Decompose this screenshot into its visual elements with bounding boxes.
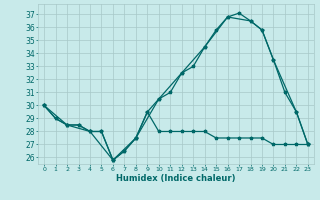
X-axis label: Humidex (Indice chaleur): Humidex (Indice chaleur) — [116, 174, 236, 183]
